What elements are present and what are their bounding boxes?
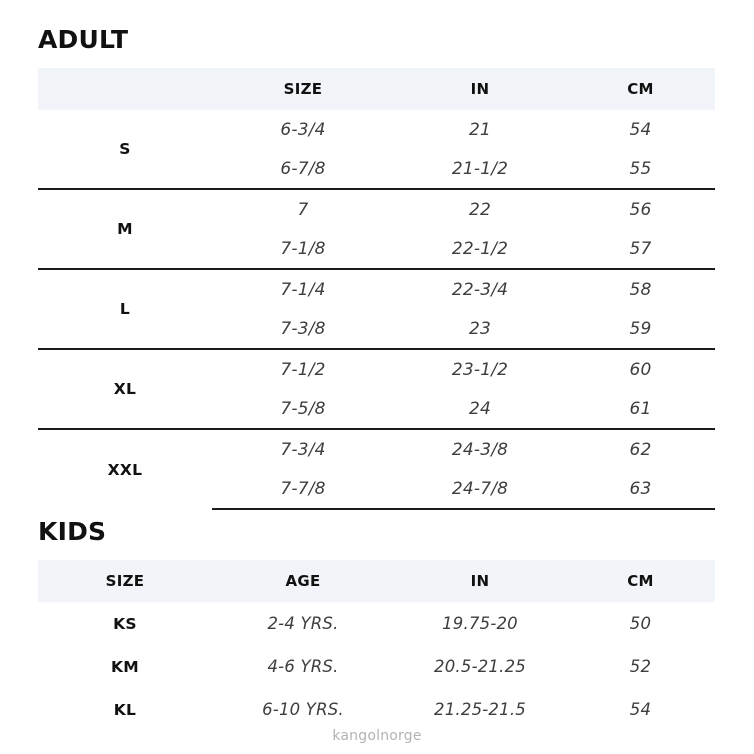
adult-cell-in: 21-1/2: [451, 158, 509, 179]
adult-size-label-xl: XL: [38, 348, 212, 429]
adult-cell-cm: 55: [629, 158, 652, 179]
table-row: 7-5/8 24 61: [38, 389, 715, 429]
adult-header-cell-cm: CM: [627, 80, 654, 98]
adult-cell-cm: 59: [629, 318, 652, 339]
adult-header-row: SIZE IN CM: [38, 68, 715, 110]
kids-header-cell-in: IN: [470, 572, 490, 590]
kids-cell-cm: 50: [629, 614, 652, 633]
kids-header-cell-cm: CM: [627, 572, 654, 590]
adult-cell-size: 7-1/4: [212, 268, 394, 309]
adult-section-title: ADULT: [38, 25, 129, 54]
adult-header-cell-blank: [38, 68, 212, 110]
kids-cell-in: 20.5-21.25: [434, 657, 526, 676]
kids-cell-age: 6-10 YRS.: [262, 700, 344, 719]
kids-cell-age: 4-6 YRS.: [267, 657, 339, 676]
site-watermark: kangolnorge: [332, 728, 422, 744]
adult-size-label-m: M: [38, 188, 212, 269]
adult-header-cell-size: SIZE: [283, 80, 323, 98]
adult-cell-cm: 62: [566, 428, 715, 469]
adult-cell-size: 7-1/8: [280, 238, 326, 259]
table-row: L 7-1/4 22-3/4 58: [38, 268, 715, 349]
adult-cell-in: 22-3/4: [394, 268, 566, 309]
table-row: M 7 22 56: [38, 188, 715, 269]
kids-table-body: KS 2-4 YRS. 19.75-20 50 KM 4-6 YRS. 20.5…: [38, 602, 715, 731]
kids-cell-age: 2-4 YRS.: [267, 614, 339, 633]
adult-cell-size: 7-3/8: [280, 318, 326, 339]
kids-cell-in: 19.75-20: [442, 614, 518, 633]
adult-size-label-s: S: [119, 140, 131, 158]
kids-header-cell-size: SIZE: [105, 572, 145, 590]
table-row: XXL 7-3/4 24-3/8 62: [38, 428, 715, 509]
kids-header-cell-age: AGE: [285, 572, 321, 590]
adult-size-label-l: L: [38, 268, 212, 349]
kids-section-title: KIDS: [38, 517, 107, 546]
kids-header-row: SIZE AGE IN CM: [38, 560, 715, 602]
table-row: 6-7/8 21-1/2 55: [38, 149, 715, 189]
kids-size-table: SIZE AGE IN CM KS 2-4 YRS. 19.75-20 50 K…: [38, 560, 715, 731]
adult-cell-in: 24: [468, 398, 492, 419]
table-row: 7-7/8 24-7/8 63: [38, 469, 715, 510]
kids-size-label-km: KM: [110, 657, 140, 676]
kids-size-label-ks: KS: [113, 614, 137, 633]
adult-cell-in: 23: [468, 318, 492, 339]
adult-cell-cm: 54: [629, 119, 652, 140]
adult-cell-cm: 58: [566, 268, 715, 309]
adult-size-label-xxl: XXL: [38, 428, 212, 509]
table-row: S 6-3/4 21 54: [38, 110, 715, 159]
kids-table-head: SIZE AGE IN CM: [38, 560, 715, 602]
adult-cell-size: 7-3/4: [212, 428, 394, 469]
adult-cell-size: 7-1/2: [212, 348, 394, 389]
table-row: 7-3/8 23 59: [38, 309, 715, 349]
table-row: KL 6-10 YRS. 21.25-21.5 54: [38, 688, 715, 731]
adult-cell-cm: 57: [629, 238, 652, 259]
table-row: 7-1/8 22-1/2 57: [38, 229, 715, 269]
adult-cell-in: 24-3/8: [394, 428, 566, 469]
adult-cell-cm: 61: [629, 398, 652, 419]
adult-cell-cm: 60: [566, 348, 715, 389]
kids-cell-cm: 52: [629, 657, 652, 676]
kids-cell-cm: 54: [629, 700, 652, 719]
adult-cell-in: 23-1/2: [394, 348, 566, 389]
adult-header-cell-in: IN: [470, 80, 490, 98]
adult-cell-in: 22: [394, 188, 566, 229]
adult-cell-cm: 56: [566, 188, 715, 229]
adult-cell-size: 7-7/8: [212, 469, 394, 510]
table-row: KS 2-4 YRS. 19.75-20 50: [38, 602, 715, 645]
adult-table-body: S 6-3/4 21 54 6-7/8 21-1/2 55 M 7 22 56 …: [38, 110, 715, 510]
adult-cell-size: 7-5/8: [280, 398, 326, 419]
adult-cell-in: 24-7/8: [394, 469, 566, 510]
adult-cell-size: 6-7/8: [280, 158, 326, 179]
table-row: XL 7-1/2 23-1/2 60: [38, 348, 715, 429]
kids-size-label-kl: KL: [113, 700, 137, 719]
adult-table-head: SIZE IN CM: [38, 68, 715, 110]
adult-size-table: SIZE IN CM S 6-3/4 21 54 6-7/8 21-1/2 55…: [38, 68, 715, 510]
kids-cell-in: 21.25-21.5: [434, 700, 526, 719]
adult-cell-size: 7: [212, 188, 394, 229]
adult-cell-cm: 63: [566, 469, 715, 510]
adult-cell-in: 21: [468, 119, 492, 140]
adult-cell-in: 22-1/2: [451, 238, 509, 259]
adult-cell-size: 6-3/4: [280, 119, 326, 140]
table-row: KM 4-6 YRS. 20.5-21.25 52: [38, 645, 715, 688]
